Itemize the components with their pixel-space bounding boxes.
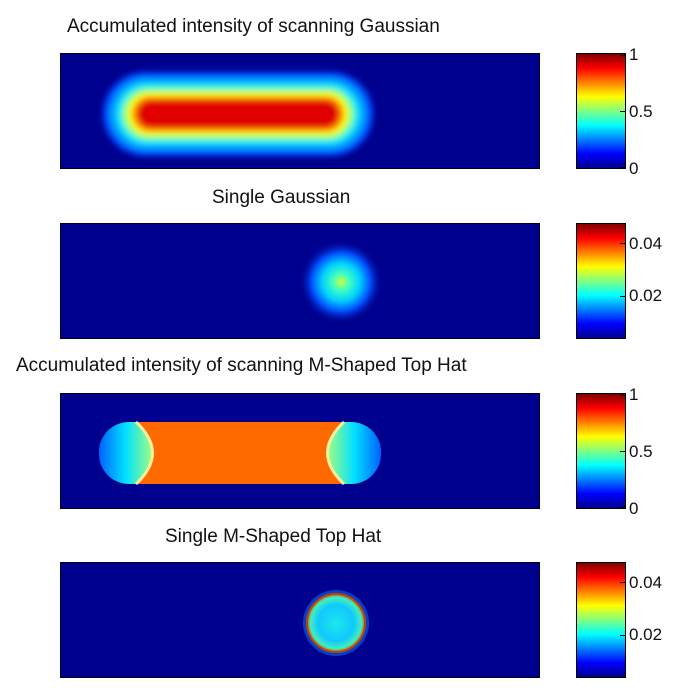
panel-1-title: Accumulated intensity of scanning Gaussi… [67, 16, 440, 37]
panel-3-colorbar-tickmark [620, 507, 626, 508]
tophat-spot [306, 593, 366, 653]
panel-4-title: Single M-Shaped Top Hat [165, 526, 382, 547]
panel-3-colorbar-tick: 1 [629, 385, 639, 404]
panel-1-plot [60, 53, 540, 169]
panel-3-colorbar [576, 393, 626, 509]
panel-1-colorbar-tick: 0 [629, 159, 639, 178]
panel-1-colorbar [576, 53, 626, 169]
panel-4-colorbar-tick: 0.04 [629, 573, 663, 592]
panel-3-colorbar-tickmark [620, 451, 626, 452]
panel-3-heatmap [99, 420, 381, 486]
panel-4-colorbar-tickmark [620, 635, 626, 636]
panel-2-colorbar-tick: 0.04 [629, 234, 663, 253]
panel-4-plot [60, 562, 540, 678]
panel-1-colorbar-tickmark [620, 111, 626, 112]
single-gaussian-spot [299, 240, 383, 324]
panel-3-colorbar-tickmark [620, 395, 626, 396]
panel-3-plot [60, 393, 540, 509]
panel-3-colorbar-tick: 0.5 [629, 442, 653, 461]
panel-2-colorbar-tickmark [620, 296, 626, 297]
panel-4-colorbar [576, 562, 626, 678]
panel-3-colorbar-tick: 0 [629, 499, 639, 518]
panel-1-heatmap [103, 72, 373, 156]
panel-4-heatmap [303, 590, 369, 656]
panel-2-heatmap [299, 240, 383, 324]
tophat-spot-rim [306, 593, 366, 653]
tophat-stripe-body [136, 422, 344, 484]
panel-4-colorbar-tickmark [620, 582, 626, 583]
panel-2-colorbar [576, 223, 626, 339]
panel-3-title: Accumulated intensity of scanning M-Shap… [16, 355, 467, 376]
tophat-right-edge [326, 420, 346, 486]
panel-2-plot [60, 223, 540, 339]
panel-1-colorbar-tick: 0.5 [629, 102, 653, 121]
panel-1-colorbar-tick: 1 [629, 45, 639, 64]
panel-2-title: Single Gaussian [212, 187, 351, 208]
panel-2-colorbar-tick: 0.02 [629, 286, 663, 305]
panel-2-colorbar-tickmark [620, 243, 626, 244]
panel-1-colorbar-tickmark [620, 167, 626, 168]
panel-4-colorbar-tick: 0.02 [629, 625, 663, 644]
stripe-band-red [137, 100, 339, 128]
panel-1-colorbar-tickmark [620, 55, 626, 56]
tophat-left-edge [134, 420, 154, 486]
